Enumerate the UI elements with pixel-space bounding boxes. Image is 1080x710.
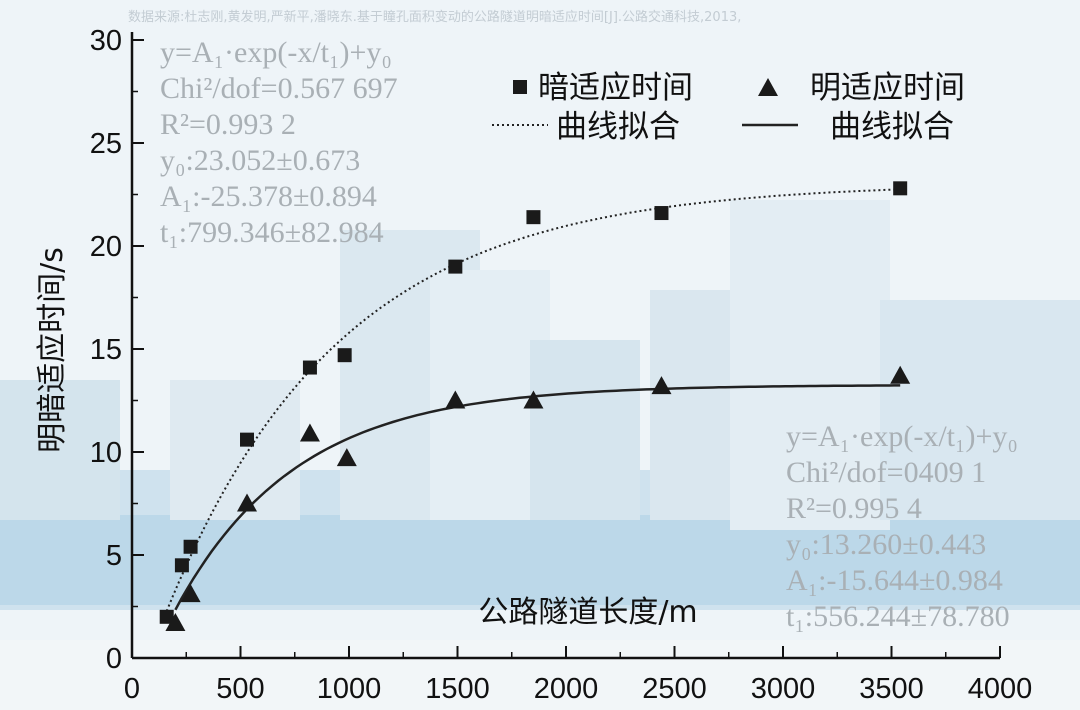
light-fit-stat-line: A₁:-15.644±0.984 [786,564,1003,597]
x-tick-label: 500 [216,673,264,705]
source-note: 数据来源:杜志刚,黄发明,严新平,潘晓东.基于瞳孔面积变动的公路隧道明暗适应时间… [128,10,742,25]
dark-fit-stat-line: Chi²/dof=0.567 697 [160,72,398,105]
x-tick-label: 0 [124,673,140,705]
x-tick-label: 3500 [859,673,924,705]
dark-fit-stat-line: y₀:23.052±0.673 [160,144,360,177]
legend-triangle-marker [758,78,778,96]
x-tick-label: 1500 [425,673,490,705]
fit-curves [165,188,901,612]
dark-adaptation-fit-curve [165,188,901,612]
legend-square-marker [513,80,527,94]
dark-fit-stat-line: y=A₁·exp(-x/t₁)+y₀ [160,36,392,69]
light-adaptation-point [165,612,186,631]
light-adaptation-point [523,390,544,409]
light-adaptation-fit-curve [174,384,901,611]
light-adaptation-point [336,448,357,467]
x-tick-label: 4000 [968,673,1033,705]
light-adaptation-point [180,584,201,603]
light-fit-stat-line: y₀:13.260±0.443 [786,528,986,561]
dark-fit-stat-line: R²=0.993 2 [160,108,296,141]
light-fit-stat-line: t₁:556.244±78.780 [786,600,1010,633]
light-adaptation-point [445,390,466,409]
y-tick-label: 15 [90,334,122,366]
y-tick-label: 30 [90,25,122,57]
light-adaptation-point [237,493,258,512]
dark-adaptation-point [337,348,352,363]
light-adaptation-point [299,423,320,442]
legend-label-fit-light: 曲线拟合 [830,109,954,145]
light-adaptation-point [890,365,911,384]
dark-adaptation-point [159,609,174,624]
data-markers [159,181,911,631]
dark-adaptation-point [526,210,541,225]
y-tick-label: 0 [106,643,122,675]
y-tick-label: 10 [90,437,122,469]
axes: 0 500 1000 1500 2000 2500 3000 3500 4000 0 5 10 15 20… [90,25,1033,705]
light-adaptation-point [651,376,672,395]
dark-adaptation-point [183,539,198,554]
dark-adaptation-point [448,259,463,274]
dark-fit-stat-line: t₁:799.346±82.984 [160,216,384,249]
legend-label-dark: 暗适应时间 [538,70,693,106]
legend-label-light: 明适应时间 [810,70,965,106]
dark-adaptation-point [174,558,189,573]
x-axis-title: 公路隧道长度/m [478,595,697,630]
light-fit-stat-line: y=A₁·exp(-x/t₁)+y₀ [786,420,1018,453]
dark-fit-stat-line: A₁:-25.378±0.894 [160,180,377,213]
y-tick-label: 20 [90,231,122,263]
dark-adaptation-point [302,360,317,375]
x-tick-label: 1000 [317,673,382,705]
legend-label-fit-dark: 曲线拟合 [556,109,680,145]
x-tick-label: 2000 [534,673,599,705]
dark-adaptation-point [654,206,669,221]
light-fit-stat-line: R²=0.995 4 [786,492,922,525]
axis-titles: 公路隧道长度/m 明暗适应时间/s [35,247,698,630]
y-axis-title: 明暗适应时间/s [35,247,70,453]
dark-adaptation-point [240,432,255,447]
x-tick-label: 2500 [642,673,707,705]
y-tick-label: 5 [106,540,122,572]
x-tick-label: 3000 [751,673,816,705]
dark-adaptation-point [893,181,908,196]
light-fit-stat-line: Chi²/dof=0409 1 [786,456,986,489]
y-tick-label: 25 [90,128,122,160]
